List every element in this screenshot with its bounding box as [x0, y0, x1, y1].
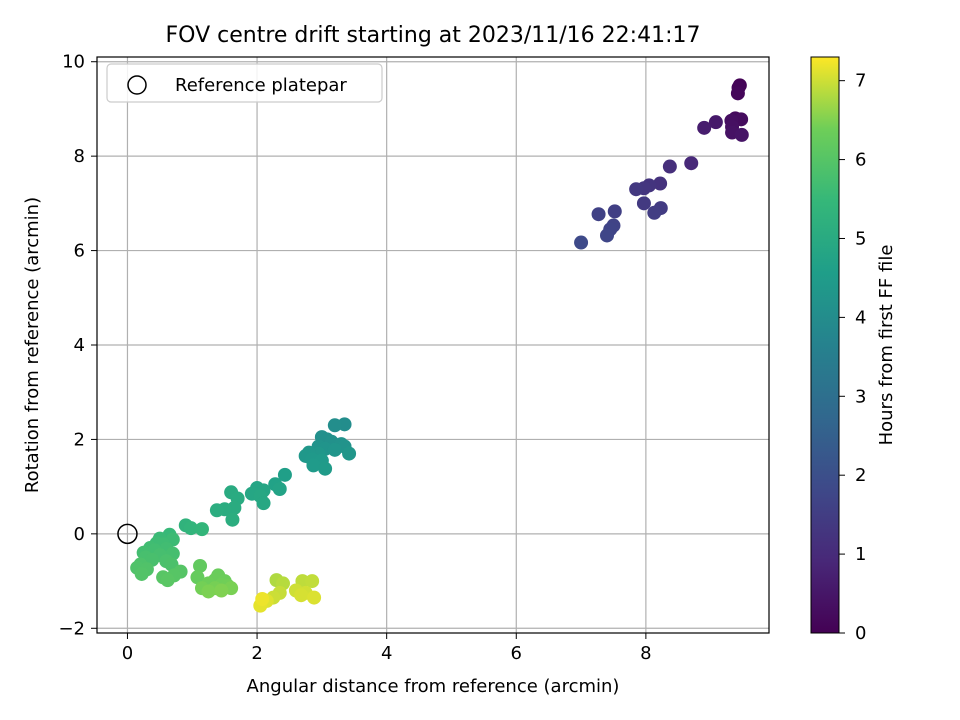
x-tick-label: 8	[640, 643, 651, 664]
x-tick-label: 6	[511, 643, 522, 664]
reference-platepar-marker	[117, 523, 138, 545]
data-point	[194, 522, 209, 537]
data-point	[277, 467, 292, 482]
data-point	[327, 442, 342, 457]
colorbar-tick-label: 6	[855, 150, 866, 171]
data-point	[160, 573, 175, 588]
y-tick-label: 8	[74, 146, 85, 167]
data-point	[697, 120, 712, 135]
data-point	[636, 196, 651, 211]
data-point	[318, 461, 333, 476]
colorbar-tick-label: 1	[855, 544, 866, 565]
data-point	[662, 159, 677, 174]
colorbar-tick-label: 7	[855, 71, 866, 92]
data-point	[730, 86, 745, 101]
data-point	[255, 592, 270, 607]
data-point	[591, 207, 606, 222]
data-point	[201, 584, 216, 599]
y-tick-label: 6	[74, 241, 85, 262]
data-point	[599, 228, 614, 243]
data-point	[647, 205, 662, 220]
y-tick-label: 4	[74, 335, 85, 356]
y-tick-label: 2	[74, 429, 85, 450]
y-tick-label: −2	[58, 618, 85, 639]
legend-box	[106, 63, 383, 103]
data-point	[225, 512, 240, 527]
plot-area: 0 2 4 6 8 −2 0 2 4 6 8 10	[58, 52, 770, 664]
x-tick-label: 4	[381, 643, 392, 664]
data-point	[272, 482, 287, 496]
colorbar-tick-label: 4	[855, 307, 866, 328]
colorbar-tick-label: 3	[855, 386, 866, 407]
data-point	[305, 574, 320, 589]
data-point	[708, 115, 723, 130]
data-point	[327, 418, 342, 433]
y-tick-label: 10	[62, 52, 85, 73]
data-point	[190, 570, 205, 585]
colorbar-tick-label: 5	[855, 228, 866, 249]
legend-label: Reference platepar	[175, 75, 347, 96]
data-point	[294, 588, 309, 603]
data-point	[734, 127, 749, 142]
colorbar-label: Hours from first FF file	[876, 245, 897, 446]
y-tick-label: 0	[74, 524, 85, 545]
data-point	[209, 503, 224, 518]
data-point	[684, 156, 699, 171]
data-point	[307, 590, 322, 605]
data-point	[256, 496, 271, 511]
data-point	[134, 566, 149, 581]
legend: Reference platepar	[106, 63, 383, 103]
data-point	[574, 235, 589, 250]
data-point	[607, 204, 622, 219]
data-point	[193, 558, 208, 573]
y-axis-label: Rotation from reference (arcmin)	[22, 197, 43, 493]
colorbar: 0 1 2 3 4 5 6 7	[810, 56, 866, 644]
legend-marker-icon	[127, 75, 147, 95]
x-tick-label: 0	[122, 643, 133, 664]
data-point	[183, 521, 198, 536]
x-axis-label: Angular distance from reference (arcmin)	[247, 676, 620, 697]
data-point	[214, 583, 229, 598]
data-point	[653, 176, 668, 191]
chart-title: FOV centre drift starting at 2023/11/16 …	[166, 23, 701, 48]
data-point	[306, 458, 321, 473]
data-point	[342, 446, 357, 461]
colorbar-tick-label: 0	[855, 623, 866, 644]
data-point	[629, 182, 644, 197]
colorbar-gradient	[810, 56, 840, 634]
x-tick-label: 2	[251, 643, 262, 664]
colorbar-tick-label: 2	[855, 465, 866, 486]
